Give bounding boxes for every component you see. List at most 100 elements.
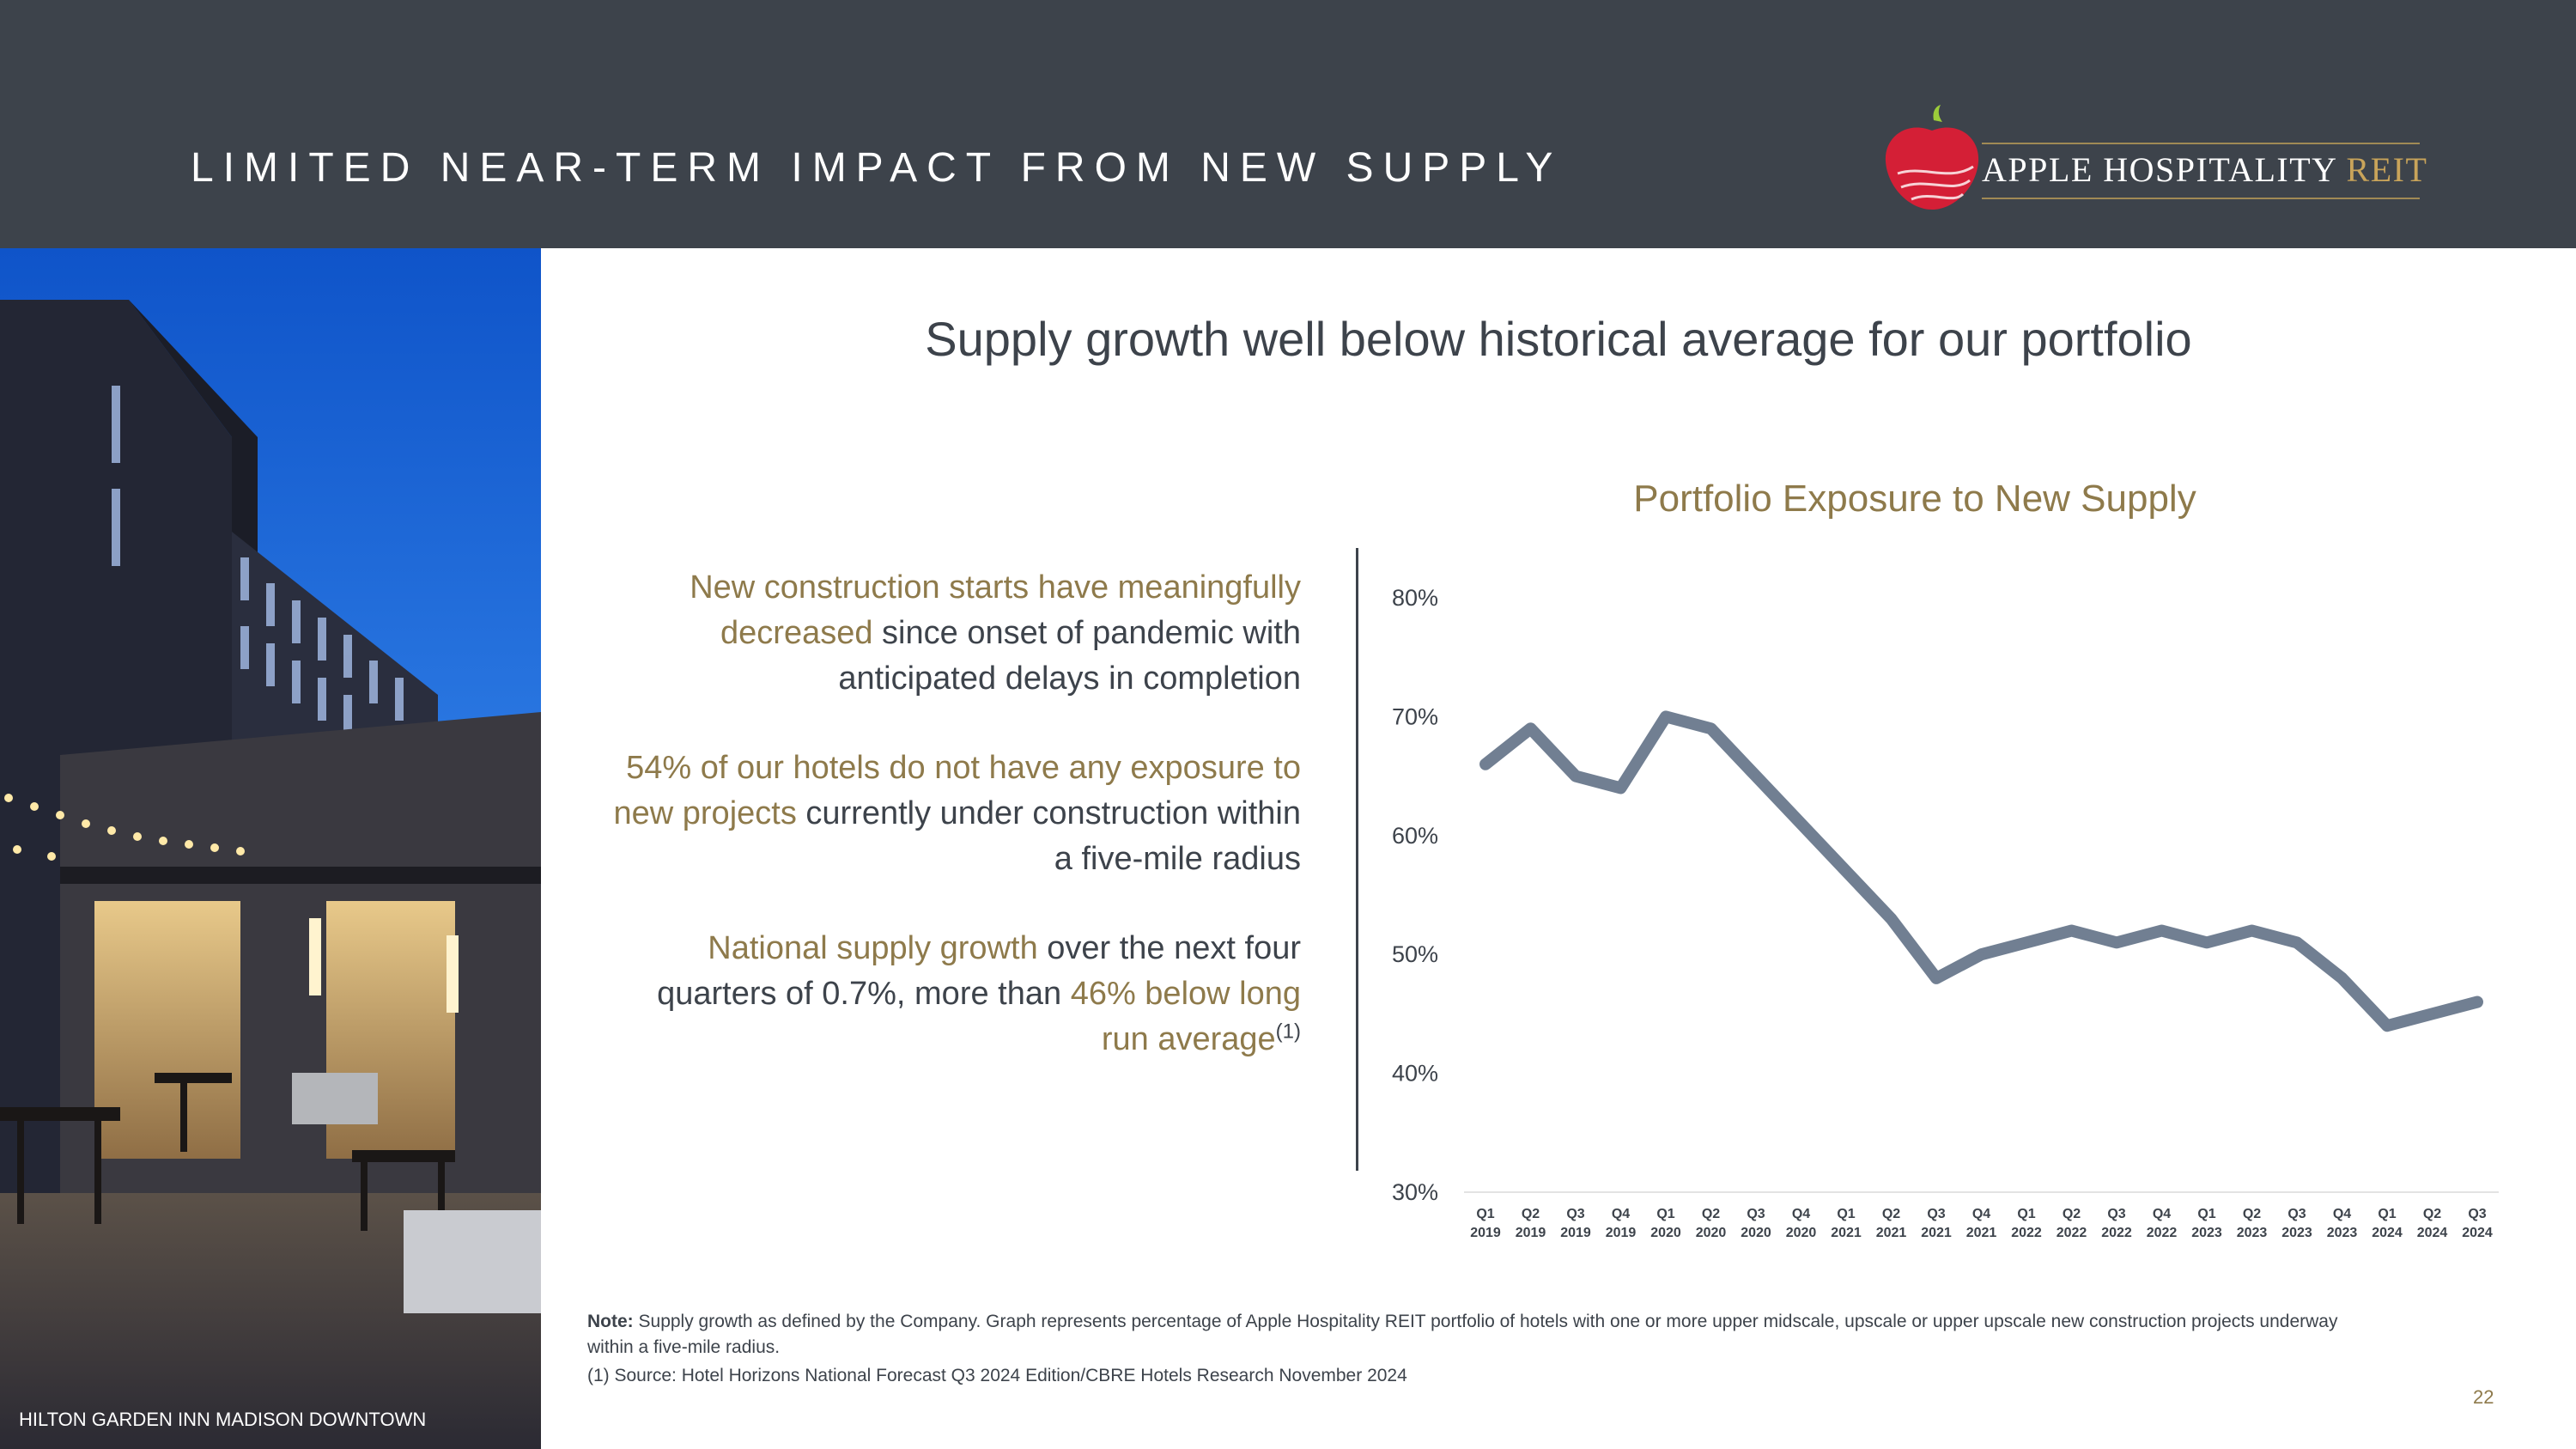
data-point [1663, 714, 1668, 720]
bullet-text: over the next four quarters of 0.7%, mor… [657, 930, 1301, 1012]
data-point [1528, 726, 1534, 732]
x-tick-label-quarter: Q4 [2153, 1207, 2171, 1221]
x-tick-label-quarter: Q2 [2063, 1207, 2081, 1221]
x-tick-label-quarter: Q1 [1837, 1207, 1855, 1221]
bullet-text: since onset of pandemic with anticipated… [838, 615, 1301, 697]
x-tick-label-year: 2019 [1516, 1226, 1546, 1240]
x-tick-label-quarter: Q2 [1702, 1207, 1720, 1221]
x-tick-label-year: 2022 [2057, 1226, 2087, 1240]
bullet-construction-starts: New construction starts have meaningfull… [601, 565, 1301, 702]
x-tick-label-year: 2023 [2327, 1226, 2358, 1240]
y-tick-label: 70% [1392, 703, 1438, 729]
data-point [2069, 928, 2075, 934]
data-point [1934, 975, 1939, 981]
vertical-divider [1356, 548, 1358, 1171]
x-tick-label-year: 2023 [2237, 1226, 2268, 1240]
x-tick-label-quarter: Q3 [2287, 1207, 2306, 1221]
note-label: Note: [587, 1312, 634, 1331]
data-point [2294, 940, 2300, 946]
page-number: 22 [2473, 1386, 2494, 1408]
y-tick-label: 50% [1392, 941, 1438, 967]
x-tick-label-year: 2024 [2417, 1226, 2448, 1240]
bullet-highlight: 54% of our hotels do not have any exposu… [613, 750, 1302, 831]
x-tick-label-year: 2019 [1470, 1226, 1501, 1240]
x-tick-label-year: 2019 [1606, 1226, 1637, 1240]
x-tick-label-year: 2020 [1650, 1226, 1681, 1240]
y-tick-label: 60% [1392, 823, 1438, 849]
bullet-highlight: New construction starts have meaningfull… [690, 569, 1301, 651]
hotel-photo [0, 248, 541, 1449]
data-point [2159, 928, 2165, 934]
data-point [2114, 940, 2119, 946]
data-point [2339, 975, 2345, 981]
apple-logo-icon [1885, 105, 1979, 210]
footnote-note: Note: Supply growth as defined by the Co… [587, 1309, 2373, 1361]
photo-caption: HILTON GARDEN INN MADISON DOWNTOWN [19, 1409, 427, 1430]
x-tick-label-quarter: Q1 [1656, 1207, 1674, 1221]
y-tick-label: 40% [1392, 1061, 1438, 1087]
bullet-national-supply: National supply growth over the next fou… [601, 926, 1301, 1062]
series-line [1479, 710, 2483, 1032]
header-bar: LIMITED NEAR-TERM IMPACT FROM NEW SUPPLY [0, 0, 2576, 248]
x-tick-label-year: 2024 [2372, 1226, 2403, 1240]
data-point [1483, 761, 1488, 767]
x-tick-label-quarter: Q1 [2017, 1207, 2035, 1221]
y-tick-label: 80% [1392, 585, 1438, 611]
footnote-ref: (1) [1275, 1020, 1301, 1044]
x-tick-label-quarter: Q1 [1476, 1207, 1494, 1221]
x-tick-label-quarter: Q1 [2197, 1207, 2215, 1221]
x-tick-label-year: 2021 [1831, 1226, 1862, 1240]
x-tick-label-year: 2022 [2011, 1226, 2042, 1240]
data-point [1573, 773, 1578, 779]
x-tick-label-year: 2021 [1876, 1226, 1907, 1240]
x-tick-label-year: 2021 [1921, 1226, 1952, 1240]
x-tick-label-quarter: Q1 [2378, 1207, 2396, 1221]
chart-title: Portfolio Exposure to New Supply [1633, 478, 2196, 520]
data-point [1978, 952, 1984, 958]
x-tick-label-quarter: Q2 [1882, 1207, 1900, 1221]
bullet-hotels-exposure: 54% of our hotels do not have any exposu… [601, 746, 1302, 882]
x-tick-label-quarter: Q3 [2468, 1207, 2486, 1221]
y-tick-label: 30% [1392, 1179, 1438, 1205]
x-tick-label-year: 2024 [2462, 1226, 2493, 1240]
x-tick-label-quarter: Q3 [1747, 1207, 1765, 1221]
x-tick-label-quarter: Q3 [2107, 1207, 2125, 1221]
x-tick-label-quarter: Q4 [1792, 1207, 1810, 1221]
x-tick-label-year: 2021 [1966, 1226, 1997, 1240]
data-point [1888, 916, 1894, 922]
x-tick-label-year: 2023 [2191, 1226, 2222, 1240]
x-tick-label-year: 2020 [1696, 1226, 1727, 1240]
x-tick-label-year: 2020 [1741, 1226, 1771, 1240]
x-tick-label-quarter: Q3 [1927, 1207, 1945, 1221]
x-tick-label-quarter: Q2 [2243, 1207, 2261, 1221]
data-point [2204, 940, 2209, 946]
slide-subtitle: Supply growth well below historical aver… [925, 312, 2192, 366]
x-tick-label-year: 2023 [2281, 1226, 2312, 1240]
note-text: Supply growth as defined by the Company.… [587, 1312, 2338, 1357]
company-logo-wordmark: APPLE HOSPITALITY REIT [1982, 150, 2428, 189]
x-tick-label-quarter: Q4 [1612, 1207, 1630, 1221]
data-point [2385, 1023, 2390, 1029]
logo-rule-top [1982, 143, 2420, 144]
bullet-text: currently under construction within a fi… [796, 795, 1301, 877]
logo-rule-bottom [1982, 198, 2420, 199]
x-tick-label-year: 2020 [1786, 1226, 1817, 1240]
bullet-tail-highlight: 46% below long run average [1070, 976, 1301, 1057]
data-point [1618, 785, 1624, 791]
slide-title: LIMITED NEAR-TERM IMPACT FROM NEW SUPPLY [191, 145, 1563, 191]
footnote-source: (1) Source: Hotel Horizons National Fore… [587, 1366, 1407, 1385]
x-tick-label-quarter: Q2 [2423, 1207, 2441, 1221]
data-point [2475, 999, 2480, 1005]
x-tick-label-year: 2019 [1560, 1226, 1591, 1240]
x-tick-label-quarter: Q2 [1522, 1207, 1540, 1221]
x-tick-label-quarter: Q4 [1972, 1207, 1990, 1221]
bullet-highlight: National supply growth [708, 930, 1038, 966]
data-point [1708, 726, 1714, 732]
data-point [1844, 868, 1849, 874]
x-tick-label-year: 2022 [2101, 1226, 2132, 1240]
data-point [1798, 820, 1804, 826]
data-point [2024, 940, 2029, 946]
x-tick-label-quarter: Q3 [1566, 1207, 1584, 1221]
x-tick-label-quarter: Q4 [2333, 1207, 2351, 1221]
line-chart: 30% 40% 50% 60% 70% 80% Q1 2019 Q2 2019 Q3 2019 Q4 20… [1392, 585, 2499, 1240]
